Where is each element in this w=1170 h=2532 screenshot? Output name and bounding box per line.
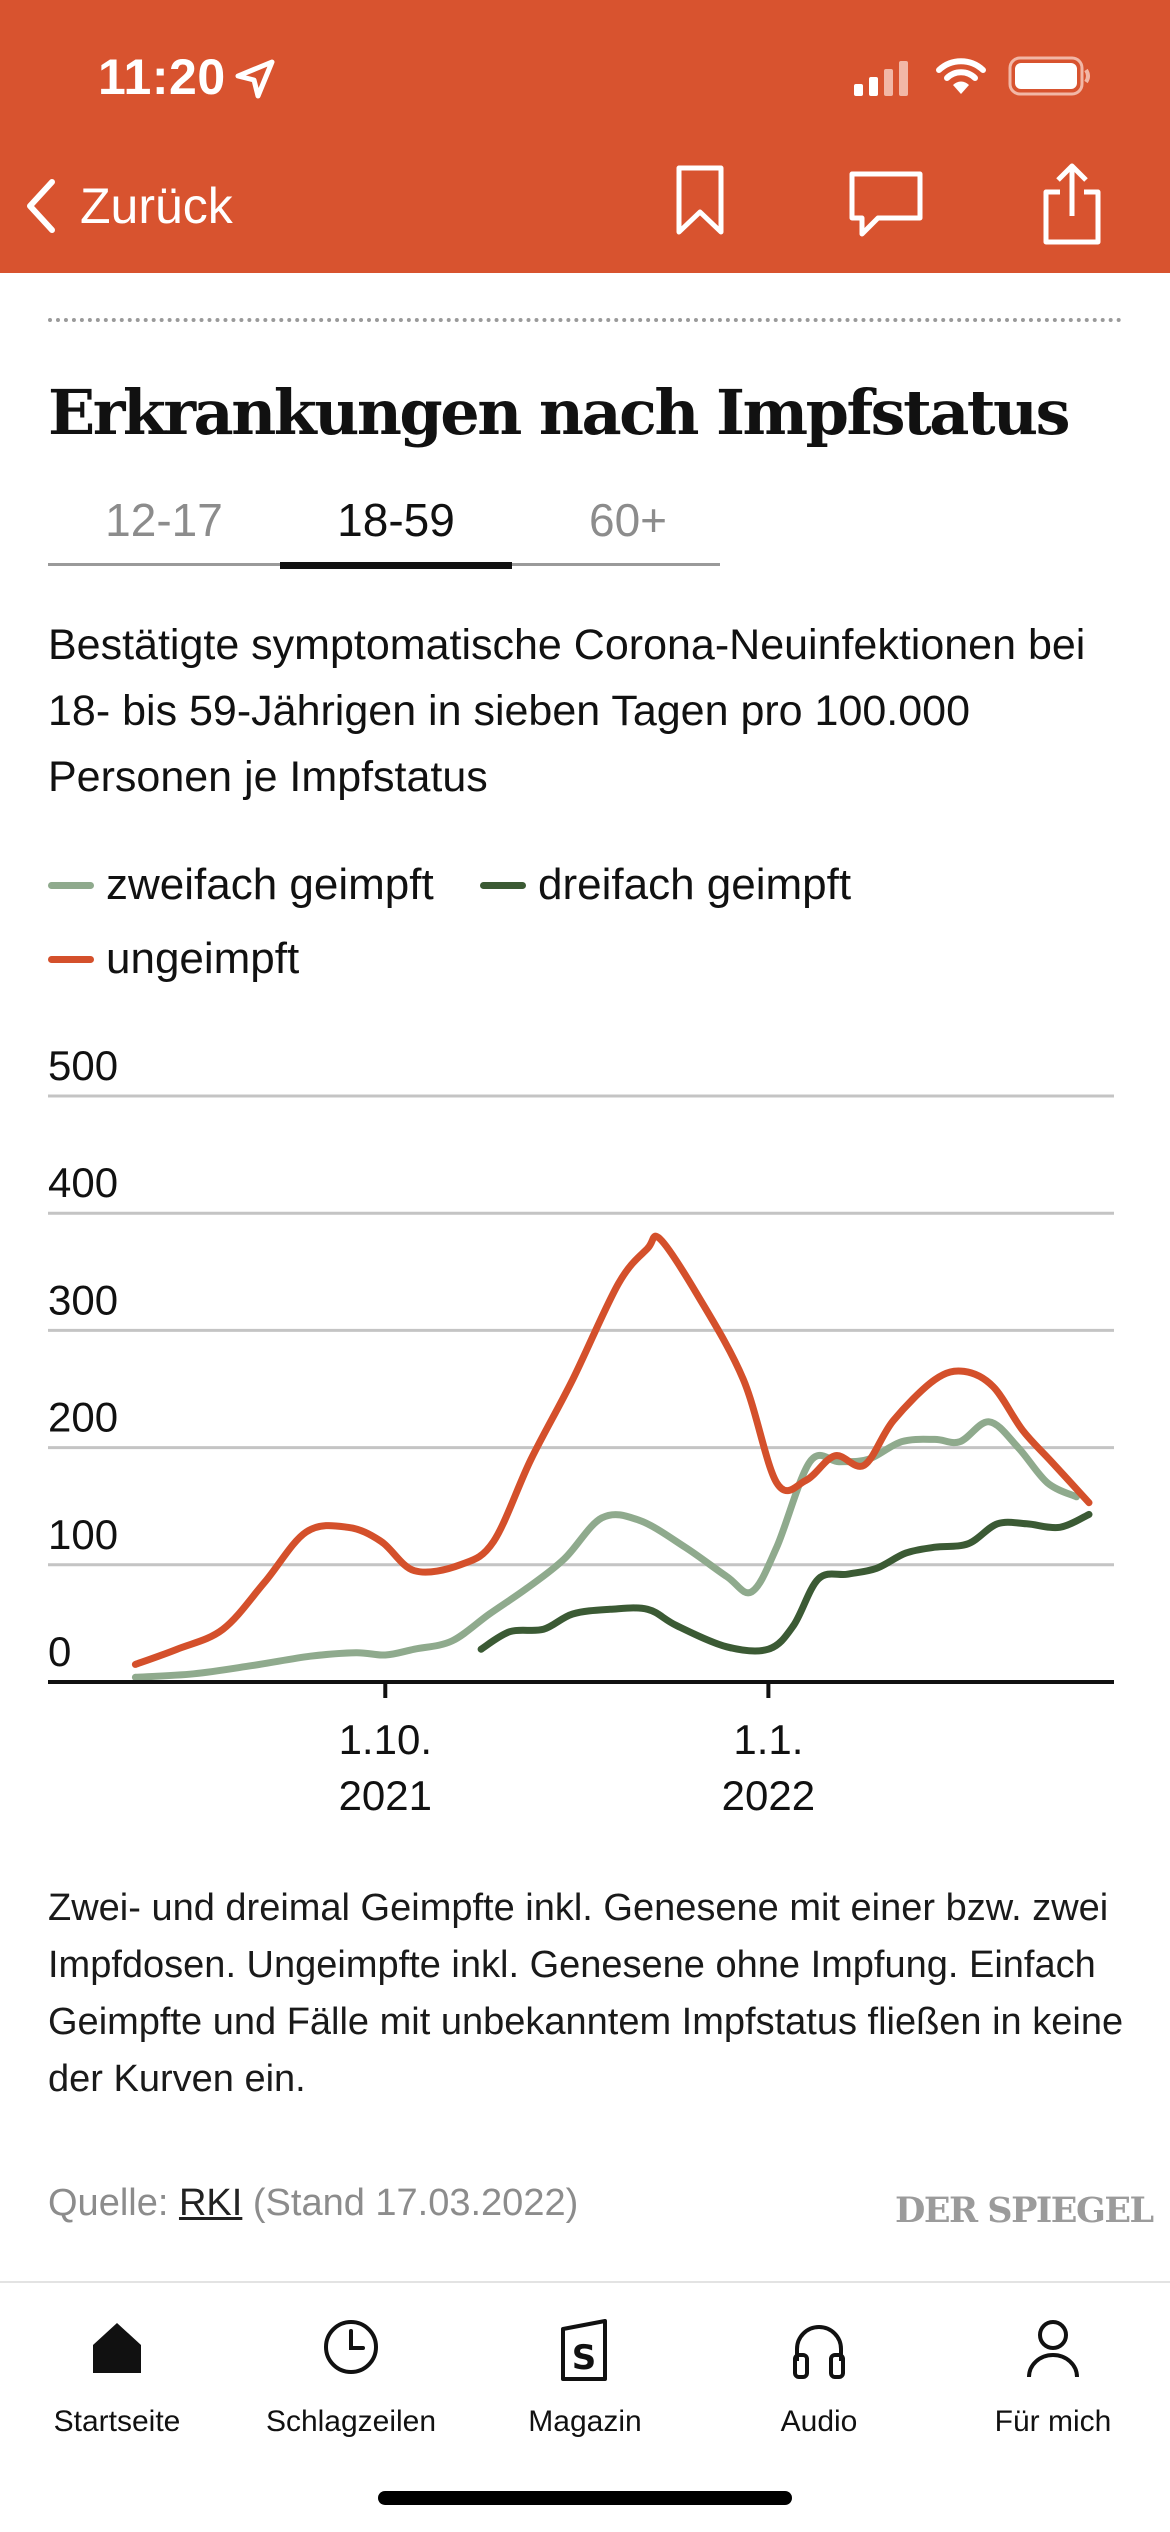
location-arrow-icon [235, 59, 275, 99]
nav-label-startseite: Startseite [53, 2405, 181, 2438]
series-line-1 [131, 1418, 1080, 1681]
spiegel-logo: DER SPIEGEL [895, 2190, 1154, 2231]
share-icon[interactable] [1040, 160, 1104, 246]
person-icon [1027, 2320, 1079, 2378]
age-group-tabs: 12-17 18-59 60+ [48, 488, 720, 569]
chart-footnote: Zwei- und dreimal Geimpfte inkl. Genesen… [48, 1887, 1124, 2100]
chart-title: Erkrankungen nach Impfstatus [48, 376, 1071, 449]
legend-item-dreifach: dreifach geimpft [480, 860, 851, 910]
y-tick-label-0: 0 [48, 1628, 71, 1675]
cellular-signal-icon [854, 61, 908, 96]
battery-icon [1008, 56, 1090, 96]
nav-label-schlagzeilen: Schlagzeilen [265, 2405, 437, 2438]
x-tick-label-2-line2: 2022 [722, 1772, 815, 1819]
y-tick-label-400: 400 [48, 1159, 118, 1206]
nav-label-audio: Audio [780, 2405, 858, 2438]
nav-fuer-mich[interactable]: Für mich [936, 2283, 1170, 2453]
source-line: Quelle: RKI (Stand 17.03.2022) [48, 2182, 578, 2225]
nav-label-fuer-mich: Für mich [994, 2405, 1112, 2438]
nav-magazin[interactable]: S Magazin [468, 2283, 702, 2453]
source-link-rki[interactable]: RKI [178, 2182, 243, 2224]
legend-swatch-dreifach [480, 881, 526, 889]
bookmark-icon[interactable] [675, 164, 725, 238]
legend-label-ungeimpft: ungeimpft [106, 934, 300, 983]
legend-swatch-zweifach [48, 881, 94, 889]
nav-schlagzeilen[interactable]: Schlagzeilen [234, 2283, 468, 2453]
x-tick-label-2-line1: 1.1. [733, 1716, 803, 1763]
x-tick-label-1-line1: 1.10. [339, 1716, 432, 1763]
tab-60-plus[interactable]: 60+ [588, 494, 668, 546]
home-indicator [378, 2491, 792, 2505]
series-line-3 [131, 1232, 1093, 1668]
y-tick-label-300: 300 [48, 1276, 118, 1323]
svg-text:S: S [572, 2338, 597, 2378]
legend-item-ungeimpft: ungeimpft [48, 934, 299, 984]
y-tick-label-100: 100 [48, 1511, 118, 1558]
back-button[interactable]: Zurück [22, 168, 233, 244]
legend-swatch-ungeimpft [48, 955, 94, 963]
legend-item-zweifach: zweifach geimpft [48, 860, 434, 910]
y-tick-label-500: 500 [48, 1042, 118, 1089]
nav-label-magazin: Magazin [528, 2405, 642, 2438]
app-header: 11:20 Zurück [0, 0, 1170, 273]
legend-label-dreifach: dreifach geimpft [538, 860, 852, 909]
bottom-tab-bar: Startseite Schlagzeilen S Magazin Audio … [0, 2281, 1170, 2532]
clock-icon [324, 2320, 378, 2374]
dotted-divider [48, 318, 1122, 322]
source-date: (Stand 17.03.2022) [242, 2182, 579, 2224]
nav-startseite[interactable]: Startseite [0, 2283, 234, 2453]
back-button-label: Zurück [80, 178, 233, 234]
home-icon [93, 2323, 141, 2373]
tab-12-17[interactable]: 12-17 [105, 494, 223, 546]
source-prefix: Quelle: [48, 2182, 179, 2224]
nav-audio[interactable]: Audio [702, 2283, 936, 2453]
line-chart: 0 100 200 300 400 500 1.10. 2021 1.1. 2022 [48, 1042, 1114, 1819]
x-tick-label-1-line2: 2021 [339, 1772, 432, 1819]
headphones-icon [793, 2325, 845, 2379]
chart-subtitle: Bestätigte symptomatische Corona-Neuinfe… [48, 621, 1086, 801]
chevron-left-icon [27, 179, 55, 233]
wifi-icon [936, 58, 986, 94]
legend-label-zweifach: zweifach geimpft [106, 860, 434, 909]
tab-18-59[interactable]: 18-59 [280, 488, 512, 569]
series-line-2 [477, 1510, 1093, 1655]
magazine-icon: S [561, 2319, 607, 2381]
y-tick-label-200: 200 [48, 1394, 118, 1441]
comments-icon[interactable] [848, 170, 924, 240]
status-time: 11:20 [98, 49, 226, 105]
